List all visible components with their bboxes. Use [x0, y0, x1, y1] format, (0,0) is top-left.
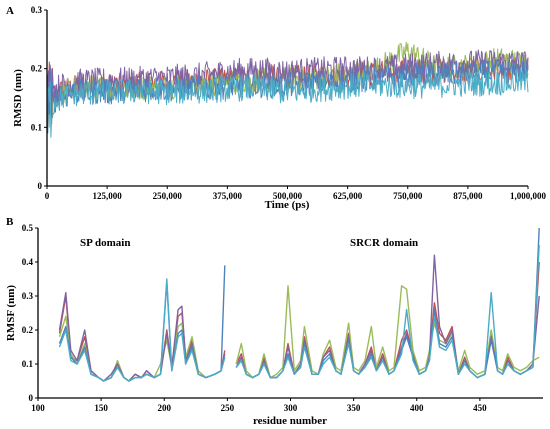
- rmsf-y-tick-label: 0.3: [22, 291, 34, 301]
- rmsd-x-ticks: 0 125,000 250,000 375,000 500,000 625,000 750,…: [45, 186, 547, 201]
- rmsf-x-axis-label: residue number: [253, 415, 327, 427]
- rmsf-panel: B SP domain SRCR domain 0 0.1 0.2 0.3 0.4 0.5…: [5, 216, 543, 427]
- rmsf-y-axis-label: RMSF (nm): [5, 285, 17, 341]
- rmsd-series-cyan: [46, 68, 529, 138]
- sp-domain-label: SP domain: [80, 237, 130, 249]
- panel-a-letter: A: [6, 5, 14, 17]
- rmsd-y-ticks: 0 0.1 0.2 0.3: [31, 5, 47, 191]
- rmsd-plot-area: [46, 41, 529, 138]
- panel-b-letter: B: [6, 216, 14, 228]
- rmsd-panel: A 0 0.1 0.2 0.3 0 125,000 250,000 375,000 500,0…: [6, 5, 547, 211]
- rmsf-plot-area: [58, 227, 540, 382]
- rmsd-x-tick-label: 1,000,000: [510, 191, 547, 201]
- rmsf-y-tick-label: 0: [29, 393, 34, 403]
- rmsd-x-tick-label: 625,000: [333, 191, 363, 201]
- rmsf-y-tick-label: 0.4: [22, 257, 34, 267]
- rmsf-x-tick-label: 350: [347, 403, 361, 413]
- rmsd-x-tick-label: 875,000: [453, 191, 483, 201]
- rmsf-x-tick-label: 200: [158, 403, 172, 413]
- rmsf-y-ticks: 0 0.1 0.2 0.3 0.4 0.5: [22, 223, 38, 403]
- rmsd-x-tick-label: 250,000: [153, 191, 183, 201]
- rmsf-y-tick-label: 0.1: [22, 359, 34, 369]
- rmsf-x-ticks: 100 150 200 250 300 350 400 450: [31, 398, 487, 413]
- rmsf-x-tick-label: 450: [473, 403, 487, 413]
- rmsd-x-tick-label: 500,000: [273, 191, 303, 201]
- rmsd-x-tick-label: 750,000: [393, 191, 423, 201]
- rmsd-y-axis-label: RMSD (nm): [12, 69, 24, 127]
- rmsd-x-tick-label: 125,000: [93, 191, 123, 201]
- rmsd-y-tick-label: 0.1: [31, 122, 43, 132]
- rmsd-y-tick-label: 0.3: [31, 5, 43, 15]
- rmsf-y-tick-label: 0.2: [22, 325, 34, 335]
- rmsf-y-tick-label: 0.5: [22, 223, 34, 233]
- rmsf-x-tick-label: 400: [410, 403, 424, 413]
- rmsf-x-tick-label: 100: [31, 403, 45, 413]
- rmsf-x-tick-label: 300: [284, 403, 298, 413]
- rmsd-x-tick-label: 375,000: [213, 191, 243, 201]
- rmsd-x-axis-label: Time (ps): [265, 199, 310, 211]
- rmsf-x-tick-label: 250: [221, 403, 235, 413]
- rmsf-series-cyan: [58, 244, 540, 382]
- rmsf-x-tick-label: 150: [94, 403, 108, 413]
- srcr-domain-label: SRCR domain: [350, 237, 418, 249]
- rmsd-y-tick-label: 0.2: [31, 64, 43, 74]
- rmsd-x-tick-label: 0: [45, 191, 50, 201]
- rmsd-y-tick-label: 0: [38, 181, 43, 191]
